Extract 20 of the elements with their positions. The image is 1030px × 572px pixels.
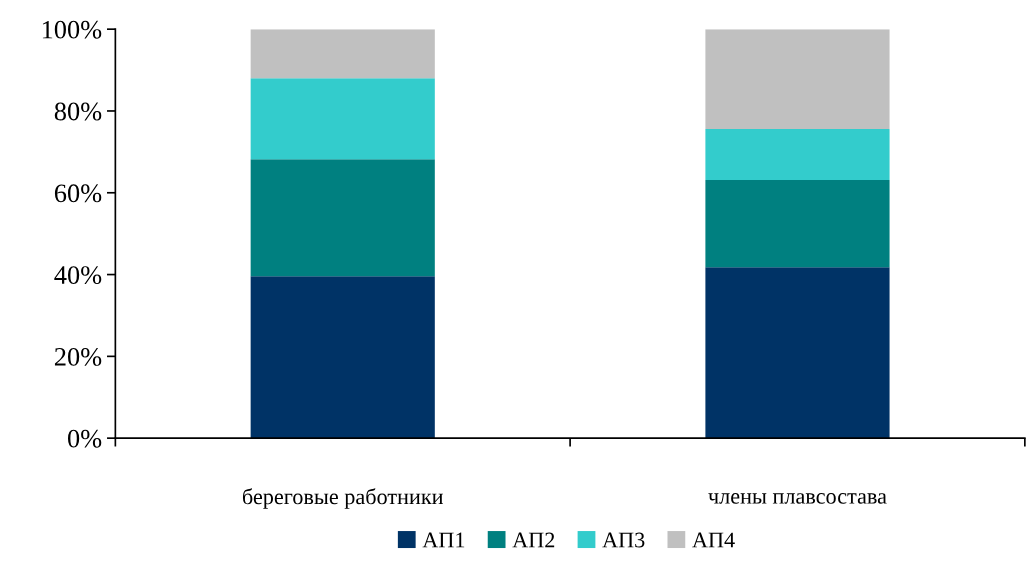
legend-label: АП1 [422, 532, 465, 548]
y-tick-label: 40% [54, 266, 102, 285]
legend-label: АП4 [692, 532, 735, 548]
bar [705, 128, 890, 181]
x-tick-label: члены плавсостава [708, 493, 887, 504]
x-tick-label: береговые работники [242, 488, 444, 509]
bar [250, 159, 435, 277]
bar [250, 276, 435, 439]
legend-label: АП2 [512, 532, 555, 548]
y-tick-label: 80% [54, 102, 102, 121]
bar [705, 267, 890, 439]
bar [705, 29, 890, 129]
y-tick-label: 20% [54, 347, 102, 366]
legend-label: АП3 [602, 532, 645, 548]
bar [250, 29, 435, 79]
y-tick-label: 100% [42, 20, 102, 39]
y-tick-label: 60% [54, 184, 102, 203]
bar [705, 180, 890, 268]
bar [250, 78, 435, 160]
y-tick-label: 0% [68, 429, 102, 448]
